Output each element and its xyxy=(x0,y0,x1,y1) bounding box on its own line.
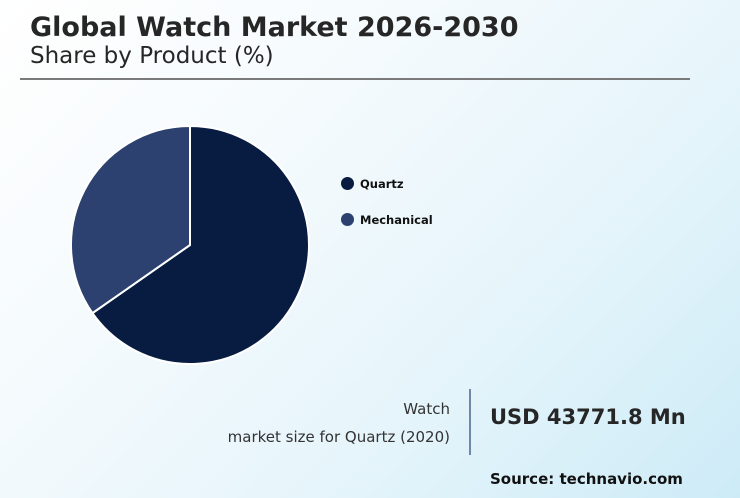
header-divider xyxy=(20,78,690,80)
stat-label-line1: Watch xyxy=(403,400,450,418)
source-credit: Source: technavio.com xyxy=(490,470,683,488)
stat-value: USD 43771.8 Mn xyxy=(490,405,686,429)
pie-chart xyxy=(70,125,310,365)
pie-slice-mechanical xyxy=(70,125,191,315)
chart-subtitle: Share by Product (%) xyxy=(30,43,274,69)
stat-label-line2: market size for Quartz (2020) xyxy=(227,428,450,446)
legend: Quartz Mechanical xyxy=(341,175,433,247)
legend-item-mechanical: Mechanical xyxy=(341,211,433,228)
legend-swatch-icon xyxy=(341,177,354,190)
stat-divider xyxy=(469,389,471,455)
legend-swatch-icon xyxy=(341,213,354,226)
legend-item-quartz: Quartz xyxy=(341,175,433,192)
chart-title: Global Watch Market 2026-2030 xyxy=(30,12,519,43)
legend-label: Quartz xyxy=(360,176,404,191)
pie-slice-quartz xyxy=(91,125,310,365)
legend-label: Mechanical xyxy=(360,212,433,227)
